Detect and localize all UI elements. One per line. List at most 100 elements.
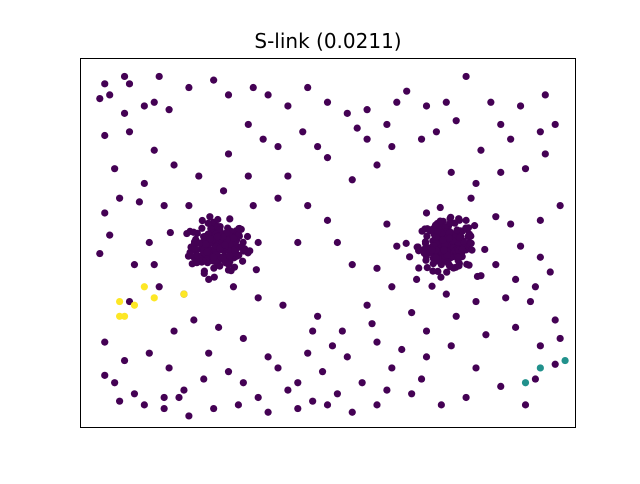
scatter-point-cluster-0 bbox=[210, 273, 218, 281]
scatter-point-cluster-2 bbox=[116, 297, 124, 306]
scatter-point-cluster-0 bbox=[502, 294, 510, 302]
scatter-point-cluster-0 bbox=[541, 91, 549, 99]
scatter-point-cluster-0 bbox=[423, 232, 431, 240]
scatter-point-cluster-0 bbox=[472, 364, 480, 372]
scatter-point-cluster-0 bbox=[160, 202, 168, 210]
scatter-point-cluster-0 bbox=[323, 401, 332, 409]
scatter-point-cluster-0 bbox=[125, 128, 134, 136]
scatter-point-cluster-0 bbox=[209, 253, 218, 261]
scatter-point-cluster-2 bbox=[120, 312, 129, 320]
scatter-point-cluster-0 bbox=[452, 312, 460, 320]
scatter-point-cluster-0 bbox=[473, 272, 482, 281]
scatter-point-cluster-0 bbox=[348, 261, 356, 269]
scatter-point-cluster-0 bbox=[254, 238, 262, 247]
scatter-point-cluster-0 bbox=[413, 275, 421, 283]
scatter-point-cluster-0 bbox=[120, 72, 129, 81]
scatter-point-cluster-0 bbox=[432, 254, 440, 262]
scatter-point-cluster-0 bbox=[249, 202, 257, 210]
scatter-point-cluster-0 bbox=[264, 91, 272, 99]
scatter-point-cluster-2 bbox=[116, 312, 124, 320]
scatter-point-cluster-0 bbox=[160, 404, 168, 413]
scatter-point-cluster-0 bbox=[224, 260, 233, 268]
scatter-point-cluster-0 bbox=[442, 290, 450, 298]
scatter-point-cluster-0 bbox=[422, 256, 430, 264]
scatter-point-cluster-0 bbox=[203, 248, 211, 256]
scatter-point-cluster-0 bbox=[206, 235, 214, 243]
scatter-point-cluster-0 bbox=[467, 194, 475, 202]
scatter-point-cluster-0 bbox=[526, 297, 535, 306]
plot-area-frame bbox=[80, 58, 576, 428]
scatter-point-cluster-0 bbox=[492, 213, 500, 221]
scatter-point-cluster-0 bbox=[140, 102, 148, 110]
scatter-point-cluster-0 bbox=[373, 161, 381, 169]
scatter-point-cluster-0 bbox=[204, 219, 212, 227]
scatter-point-cluster-0 bbox=[294, 404, 302, 413]
scatter-point-cluster-0 bbox=[185, 412, 193, 420]
scatter-point-cluster-0 bbox=[551, 120, 559, 129]
scatter-point-cluster-0 bbox=[219, 253, 227, 261]
scatter-point-cluster-0 bbox=[454, 253, 462, 261]
scatter-point-cluster-0 bbox=[224, 91, 233, 99]
scatter-point-cluster-0 bbox=[420, 249, 428, 257]
scatter-point-cluster-0 bbox=[294, 238, 302, 247]
scatter-point-cluster-0 bbox=[155, 72, 163, 81]
scatter-point-cluster-0 bbox=[101, 209, 109, 217]
scatter-point-cluster-2 bbox=[150, 294, 158, 302]
scatter-point-cluster-0 bbox=[455, 262, 463, 270]
scatter-point-cluster-0 bbox=[531, 375, 540, 383]
scatter-point-cluster-0 bbox=[106, 91, 114, 99]
scatter-point-cluster-0 bbox=[145, 238, 153, 247]
scatter-point-cluster-0 bbox=[259, 135, 267, 143]
scatter-point-cluster-2 bbox=[140, 283, 148, 291]
scatter-point-cluster-0 bbox=[116, 194, 124, 202]
scatter-point-cluster-0 bbox=[264, 408, 272, 416]
scatter-point-cluster-0 bbox=[249, 83, 257, 92]
scatter-point-cluster-0 bbox=[471, 222, 479, 230]
scatter-point-cluster-0 bbox=[244, 172, 252, 180]
scatter-point-cluster-0 bbox=[408, 390, 416, 398]
scatter-point-cluster-0 bbox=[150, 261, 158, 269]
scatter-point-cluster-0 bbox=[445, 229, 454, 237]
scatter-point-cluster-0 bbox=[373, 338, 381, 346]
scatter-point-cluster-0 bbox=[481, 245, 489, 254]
scatter-point-cluster-0 bbox=[497, 168, 505, 176]
scatter-point-cluster-0 bbox=[264, 353, 272, 361]
scatter-point-cluster-0 bbox=[463, 225, 471, 234]
scatter-point-cluster-0 bbox=[536, 128, 544, 136]
scatter-point-cluster-2 bbox=[130, 301, 139, 309]
scatter-point-cluster-0 bbox=[246, 247, 254, 255]
scatter-point-cluster-0 bbox=[175, 393, 183, 402]
scatter-point-cluster-0 bbox=[304, 202, 312, 210]
scatter-point-cluster-0 bbox=[531, 283, 540, 291]
scatter-point-cluster-0 bbox=[206, 213, 214, 221]
scatter-point-cluster-0 bbox=[150, 146, 158, 154]
scatter-point-cluster-0 bbox=[417, 375, 426, 383]
scatter-point-cluster-0 bbox=[219, 187, 228, 195]
scatter-point-cluster-0 bbox=[447, 342, 455, 350]
scatter-point-cluster-0 bbox=[388, 142, 396, 151]
scatter-point-cluster-0 bbox=[323, 216, 332, 224]
scatter-point-cluster-0 bbox=[314, 142, 322, 151]
scatter-point-cluster-0 bbox=[464, 232, 472, 241]
scatter-point-cluster-0 bbox=[200, 269, 208, 278]
scatter-point-cluster-0 bbox=[279, 301, 287, 309]
scatter-point-cluster-0 bbox=[221, 241, 229, 249]
scatter-point-cluster-0 bbox=[440, 246, 448, 254]
scatter-point-cluster-0 bbox=[521, 165, 530, 173]
scatter-point-cluster-0 bbox=[406, 253, 414, 261]
scatter-point-cluster-0 bbox=[170, 161, 178, 169]
scatter-point-cluster-0 bbox=[328, 342, 337, 350]
scatter-point-cluster-2 bbox=[180, 290, 188, 298]
scatter-point-cluster-1 bbox=[561, 356, 569, 365]
scatter-point-cluster-0 bbox=[235, 224, 243, 233]
scatter-point-cluster-0 bbox=[274, 142, 282, 151]
scatter-point-cluster-0 bbox=[413, 243, 421, 251]
scatter-point-cluster-0 bbox=[333, 390, 341, 398]
scatter-point-cluster-0 bbox=[511, 323, 520, 331]
scatter-point-cluster-0 bbox=[458, 245, 466, 254]
scatter-point-cluster-0 bbox=[234, 401, 242, 409]
scatter-point-cluster-0 bbox=[436, 203, 444, 212]
scatter-point-cluster-0 bbox=[200, 375, 208, 383]
scatter-point-cluster-0 bbox=[456, 233, 464, 242]
